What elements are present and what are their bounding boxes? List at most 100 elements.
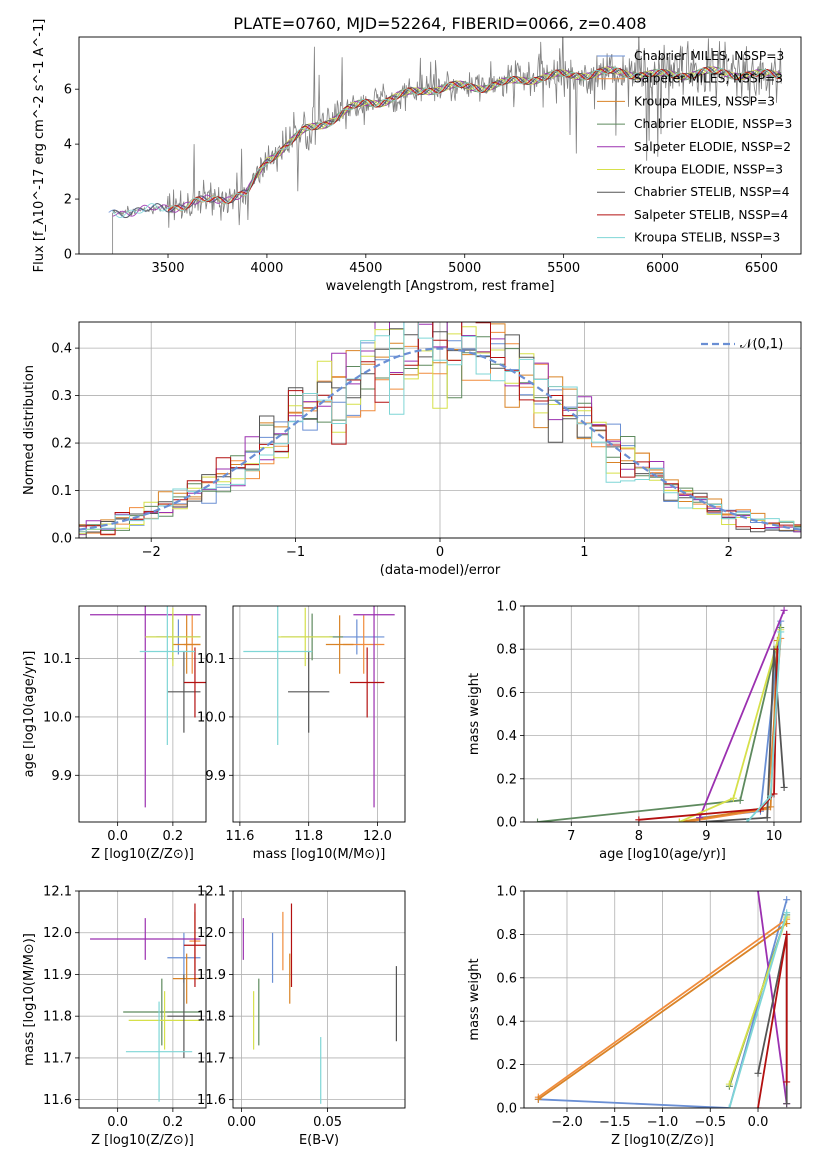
weight_vs_age-series <box>534 606 788 822</box>
weight-marker <box>783 1078 791 1086</box>
weight-marker <box>767 792 775 800</box>
x-axis-label: Z [log10(Z/Z⊙)] <box>91 847 194 862</box>
mass_vs_ebv-points <box>242 903 397 1104</box>
legend-label: 𝒩(0,1) <box>740 337 783 352</box>
weight-marker <box>736 796 744 804</box>
y-tick-label: 0.8 <box>496 928 517 943</box>
y-tick-label: 2 <box>64 193 72 208</box>
x-tick-label: 0.2 <box>163 1115 184 1130</box>
x-tick-label: 0.0 <box>107 1115 128 1130</box>
weight-marker <box>783 909 791 917</box>
weight-marker <box>743 818 751 822</box>
y-tick-label: 10.1 <box>43 652 72 667</box>
y-axis-label: mass weight <box>467 673 482 755</box>
mass_vs_Z-points <box>90 903 206 1102</box>
legend-label: Chabrier STELIB, NSSP=4 <box>634 185 790 199</box>
figure-title: PLATE=0760, MJD=52264, FIBERID=0066, z=0… <box>233 14 646 33</box>
weight-marker <box>783 1100 791 1108</box>
axes-frame <box>232 605 406 823</box>
x-tick-label: −2.0 <box>551 1115 583 1130</box>
x-tick-label: 6000 <box>646 261 679 276</box>
weight-line <box>537 918 788 1098</box>
x-tick-label: 1 <box>580 545 588 560</box>
x-tick-label: 2 <box>725 545 733 560</box>
y-tick-label: 12.1 <box>43 885 72 900</box>
residual-histogram <box>79 322 801 533</box>
legend-label: Chabrier ELODIE, NSSP=3 <box>634 117 792 131</box>
weight-line <box>679 629 782 822</box>
x-tick-label: −1.5 <box>599 1115 631 1130</box>
weight-marker <box>754 1104 762 1108</box>
x-tick-label: 4000 <box>250 261 283 276</box>
y-tick-label: 0.0 <box>496 1102 517 1117</box>
y-tick-label: 4 <box>64 138 72 153</box>
residual-histogram <box>79 322 801 533</box>
x-axis-label: mass [log10(M/M⊙)] <box>253 847 386 862</box>
y-tick-label: 1.0 <box>496 885 517 900</box>
x-tick-label: −2 <box>142 545 161 560</box>
observed-spectrum <box>112 37 782 228</box>
x-tick-label: 0.05 <box>313 1115 342 1130</box>
y-tick-label: 0.2 <box>51 437 72 452</box>
y-tick-label: 0.6 <box>496 971 517 986</box>
axes-frame <box>78 36 802 255</box>
y-tick-label: 11.7 <box>43 1051 72 1066</box>
weight-marker <box>777 628 785 636</box>
y-tick-label: 0.2 <box>496 772 517 787</box>
legend-label: Salpeter MILES, NSSP=3 <box>634 72 783 86</box>
axes-frame <box>78 890 207 1109</box>
axes-frame <box>78 321 802 539</box>
y-axis-label: mass weight <box>467 958 482 1040</box>
y-tick-label: 11.7 <box>197 1051 226 1066</box>
legend-label: Kroupa ELODIE, NSSP=3 <box>634 163 783 177</box>
x-tick-label: 0.0 <box>107 829 128 844</box>
weight-line <box>638 649 779 821</box>
weight-marker <box>780 783 788 791</box>
axes-frame <box>523 605 802 823</box>
weight-marker <box>729 794 737 802</box>
y-tick-label: 0.2 <box>496 1058 517 1073</box>
weight-line <box>537 922 788 1101</box>
y-tick-label: 0.0 <box>496 816 517 831</box>
y-tick-label: 0.4 <box>51 342 72 357</box>
x-tick-label: 5000 <box>448 261 481 276</box>
age_vs_mass-axes <box>229 606 405 826</box>
weight-line <box>685 638 782 822</box>
x-tick-label: 11.6 <box>225 829 254 844</box>
legend-label: Kroupa MILES, NSSP=3 <box>634 94 775 108</box>
x-tick-label: −1 <box>286 545 305 560</box>
y-tick-label: 0.0 <box>51 532 72 547</box>
y-tick-label: 0.3 <box>51 389 72 404</box>
x-tick-label: −0.5 <box>694 1115 726 1130</box>
model-spectrum <box>167 67 781 212</box>
model-spectrum <box>112 66 782 219</box>
y-tick-label: 12.1 <box>197 885 226 900</box>
legend-label: Salpeter ELODIE, NSSP=2 <box>634 140 791 154</box>
weight-marker <box>754 1069 762 1077</box>
x-axis-label: E(B-V) <box>299 1133 339 1148</box>
legend-label: Kroupa STELIB, NSSP=3 <box>634 231 780 245</box>
weight-marker <box>635 816 643 822</box>
x-axis-label: (data-model)/error <box>380 563 501 578</box>
y-tick-label: 11.6 <box>43 1093 72 1108</box>
legend-label: Salpeter STELIB, NSSP=4 <box>634 208 789 222</box>
x-tick-label: −1.0 <box>647 1115 679 1130</box>
weight-marker <box>725 1104 733 1108</box>
axes-frame <box>232 890 406 1109</box>
y-axis-label: Normed distribution <box>22 365 37 495</box>
x-tick-label: 0.0 <box>748 1115 769 1130</box>
weight-line <box>537 627 782 822</box>
spectrum-lines <box>108 37 782 254</box>
x-axis-label: Z [log10(Z/Z⊙)] <box>611 1133 714 1148</box>
x-tick-label: 11.8 <box>294 829 323 844</box>
weight-line <box>698 609 785 819</box>
residual-histogram <box>79 322 801 535</box>
x-tick-label: 7 <box>567 829 575 844</box>
y-tick-label: 11.6 <box>197 1093 226 1108</box>
residual-histogram <box>79 322 801 536</box>
y-tick-label: 1.0 <box>496 600 517 615</box>
x-tick-label: 5500 <box>547 261 580 276</box>
weight-marker <box>534 1095 542 1103</box>
y-tick-label: 0 <box>64 248 72 263</box>
